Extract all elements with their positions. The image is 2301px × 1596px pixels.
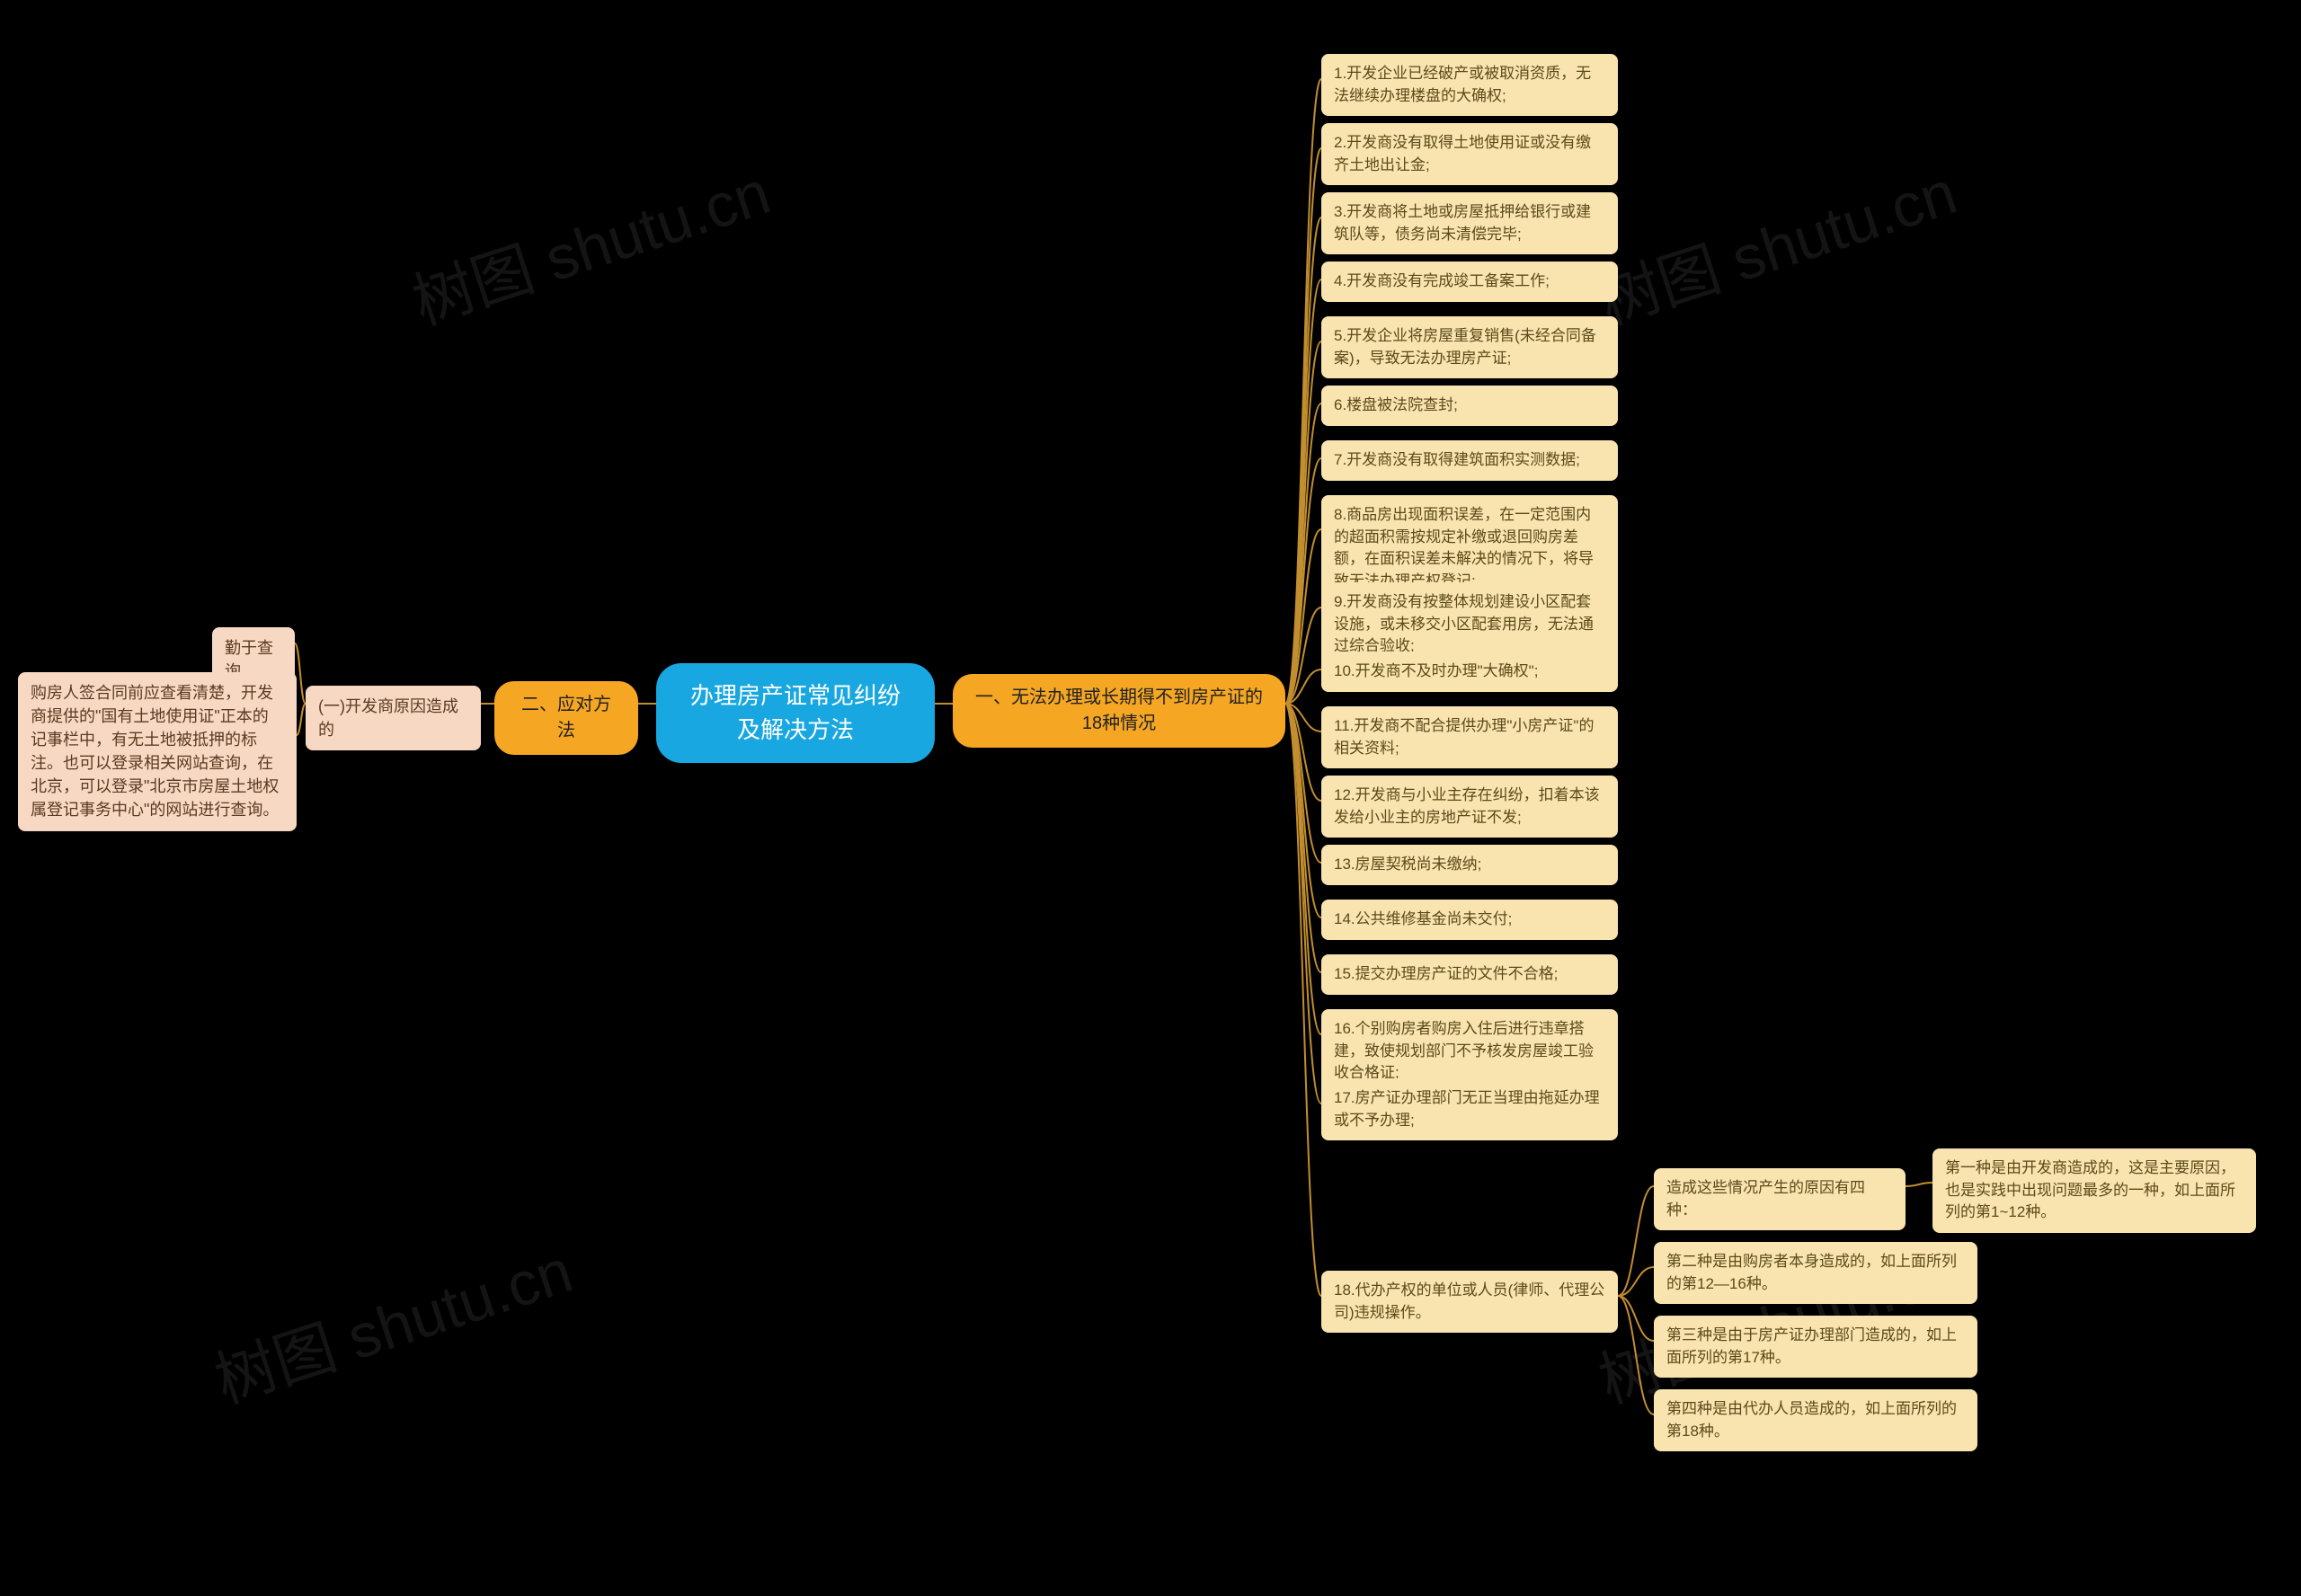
right-item-14: 14.公共维修基金尚未交付; (1321, 900, 1618, 940)
root-node: 办理房产证常见纠纷及解决方法 (656, 663, 935, 763)
right-item-7: 7.开发商没有取得建筑面积实测数据; (1321, 440, 1618, 481)
right-item-4: 4.开发商没有完成竣工备案工作; (1321, 262, 1618, 302)
r18-cause-1: 第一种是由开发商造成的，这是主要原因，也是实践中出现问题最多的一种，如上面所列的… (1932, 1148, 2256, 1233)
right-item-11: 11.开发商不配合提供办理"小房产证"的相关资料; (1321, 706, 1618, 768)
right-item-12: 12.开发商与小业主存在纠纷，扣着本该发给小业主的房地产证不发; (1321, 776, 1618, 838)
r18-cause-3: 第三种是由于房产证办理部门造成的，如上面所列的第17种。 (1654, 1316, 1977, 1378)
right-item-2: 2.开发商没有取得土地使用证或没有缴齐土地出让金; (1321, 123, 1618, 185)
right-item-15: 15.提交办理房产证的文件不合格; (1321, 954, 1618, 995)
right-item-10: 10.开发商不及时办理"大确权"; (1321, 652, 1618, 692)
branch-left: 二、应对方法 (494, 681, 638, 755)
right-item-5: 5.开发企业将房屋重复销售(未经合同备案)，导致无法办理房产证; (1321, 316, 1618, 378)
r18-cause-4: 第四种是由代办人员造成的，如上面所列的第18种。 (1654, 1389, 1977, 1451)
right-item-3: 3.开发商将土地或房屋抵押给银行或建筑队等，债务尚未清偿完毕; (1321, 192, 1618, 254)
watermark: 树图 shutu.cn (400, 143, 779, 341)
watermark: 树图 shutu.cn (202, 1221, 582, 1420)
right-item-18: 18.代办产权的单位或人员(律师、代理公司)违规操作。 (1321, 1271, 1618, 1333)
r18-cause-2: 第二种是由购房者本身造成的，如上面所列的第12—16种。 (1654, 1242, 1977, 1304)
right-item-17: 17.房产证办理部门无正当理由拖延办理或不予办理; (1321, 1078, 1618, 1140)
r18-cause-summary: 造成这些情况产生的原因有四种： (1654, 1168, 1906, 1230)
branch-right: 一、无法办理或长期得不到房产证的18种情况 (953, 674, 1285, 748)
left-tip-detail: 购房人签合同前应查看清楚，开发商提供的"国有土地使用证"正本的记事栏中，有无土地… (18, 672, 297, 831)
right-item-13: 13.房屋契税尚未缴纳; (1321, 845, 1618, 885)
left-cause-developer: (一)开发商原因造成的 (306, 686, 481, 750)
right-item-6: 6.楼盘被法院查封; (1321, 386, 1618, 426)
watermark: 树图 shutu.cn (1586, 143, 1966, 341)
right-item-1: 1.开发企业已经破产或被取消资质，无法继续办理楼盘的大确权; (1321, 54, 1618, 116)
